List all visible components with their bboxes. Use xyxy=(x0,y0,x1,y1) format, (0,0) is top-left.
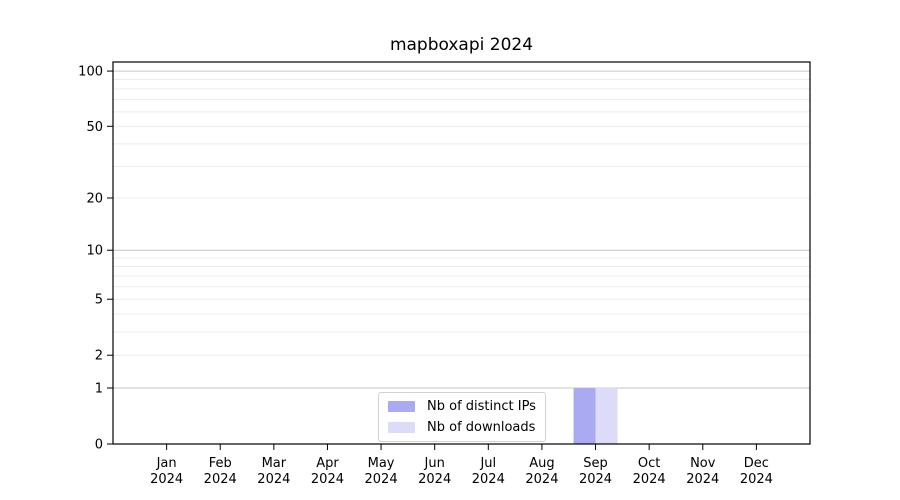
x-tick-label-year: 2024 xyxy=(257,472,290,487)
x-tick-label-year: 2024 xyxy=(150,472,183,487)
x-tick-label-month: Feb xyxy=(209,456,232,471)
x-tick-label-month: Oct xyxy=(638,456,660,471)
bar-distinct-ips-sep xyxy=(573,387,596,444)
legend-swatch-downloads xyxy=(388,421,415,433)
y-tick-label: 5 xyxy=(95,293,103,308)
x-tick-label-month: Aug xyxy=(529,456,554,471)
x-tick-label-year: 2024 xyxy=(525,472,558,487)
x-tick-label-month: Nov xyxy=(690,456,716,471)
bar-downloads-sep xyxy=(595,387,618,444)
x-tick-label-year: 2024 xyxy=(204,472,237,487)
x-tick-label-year: 2024 xyxy=(740,472,773,487)
x-tick-label-month: May xyxy=(368,456,395,471)
legend-swatch-distinct-ips xyxy=(388,401,415,413)
y-tick-label: 10 xyxy=(86,244,103,259)
x-tick-label-year: 2024 xyxy=(365,472,398,487)
x-tick-label-month: Dec xyxy=(744,456,769,471)
x-tick-label-year: 2024 xyxy=(311,472,344,487)
x-tick-label-year: 2024 xyxy=(686,472,719,487)
x-tick-label-year: 2024 xyxy=(472,472,505,487)
x-tick-label-year: 2024 xyxy=(579,472,612,487)
y-tick-label: 2 xyxy=(95,349,103,364)
y-tick-label: 0 xyxy=(95,438,103,453)
y-tick-label: 1 xyxy=(95,381,103,396)
legend-item-downloads: Nb of downloads xyxy=(388,419,536,437)
x-tick-label-month: Jun xyxy=(424,456,445,471)
legend: Nb of distinct IPs Nb of downloads xyxy=(378,392,546,443)
legend-item-distinct-ips: Nb of distinct IPs xyxy=(388,398,536,416)
x-tick-label-month: Jul xyxy=(479,456,496,471)
legend-label-downloads: Nb of downloads xyxy=(427,419,536,435)
chart-title: mapboxapi 2024 xyxy=(389,35,534,55)
x-tick-label-year: 2024 xyxy=(418,472,451,487)
legend-label-distinct-ips: Nb of distinct IPs xyxy=(427,399,536,414)
x-tick-label-month: Sep xyxy=(583,456,608,471)
x-tick-label-month: Jan xyxy=(156,456,177,471)
y-tick-label: 100 xyxy=(78,65,103,80)
x-tick-label-month: Mar xyxy=(262,456,287,471)
plot-border xyxy=(112,61,811,445)
x-tick-label-year: 2024 xyxy=(633,472,666,487)
y-tick-label: 20 xyxy=(86,191,103,206)
y-tick-label: 50 xyxy=(86,120,103,135)
x-tick-label-month: Apr xyxy=(316,456,339,471)
